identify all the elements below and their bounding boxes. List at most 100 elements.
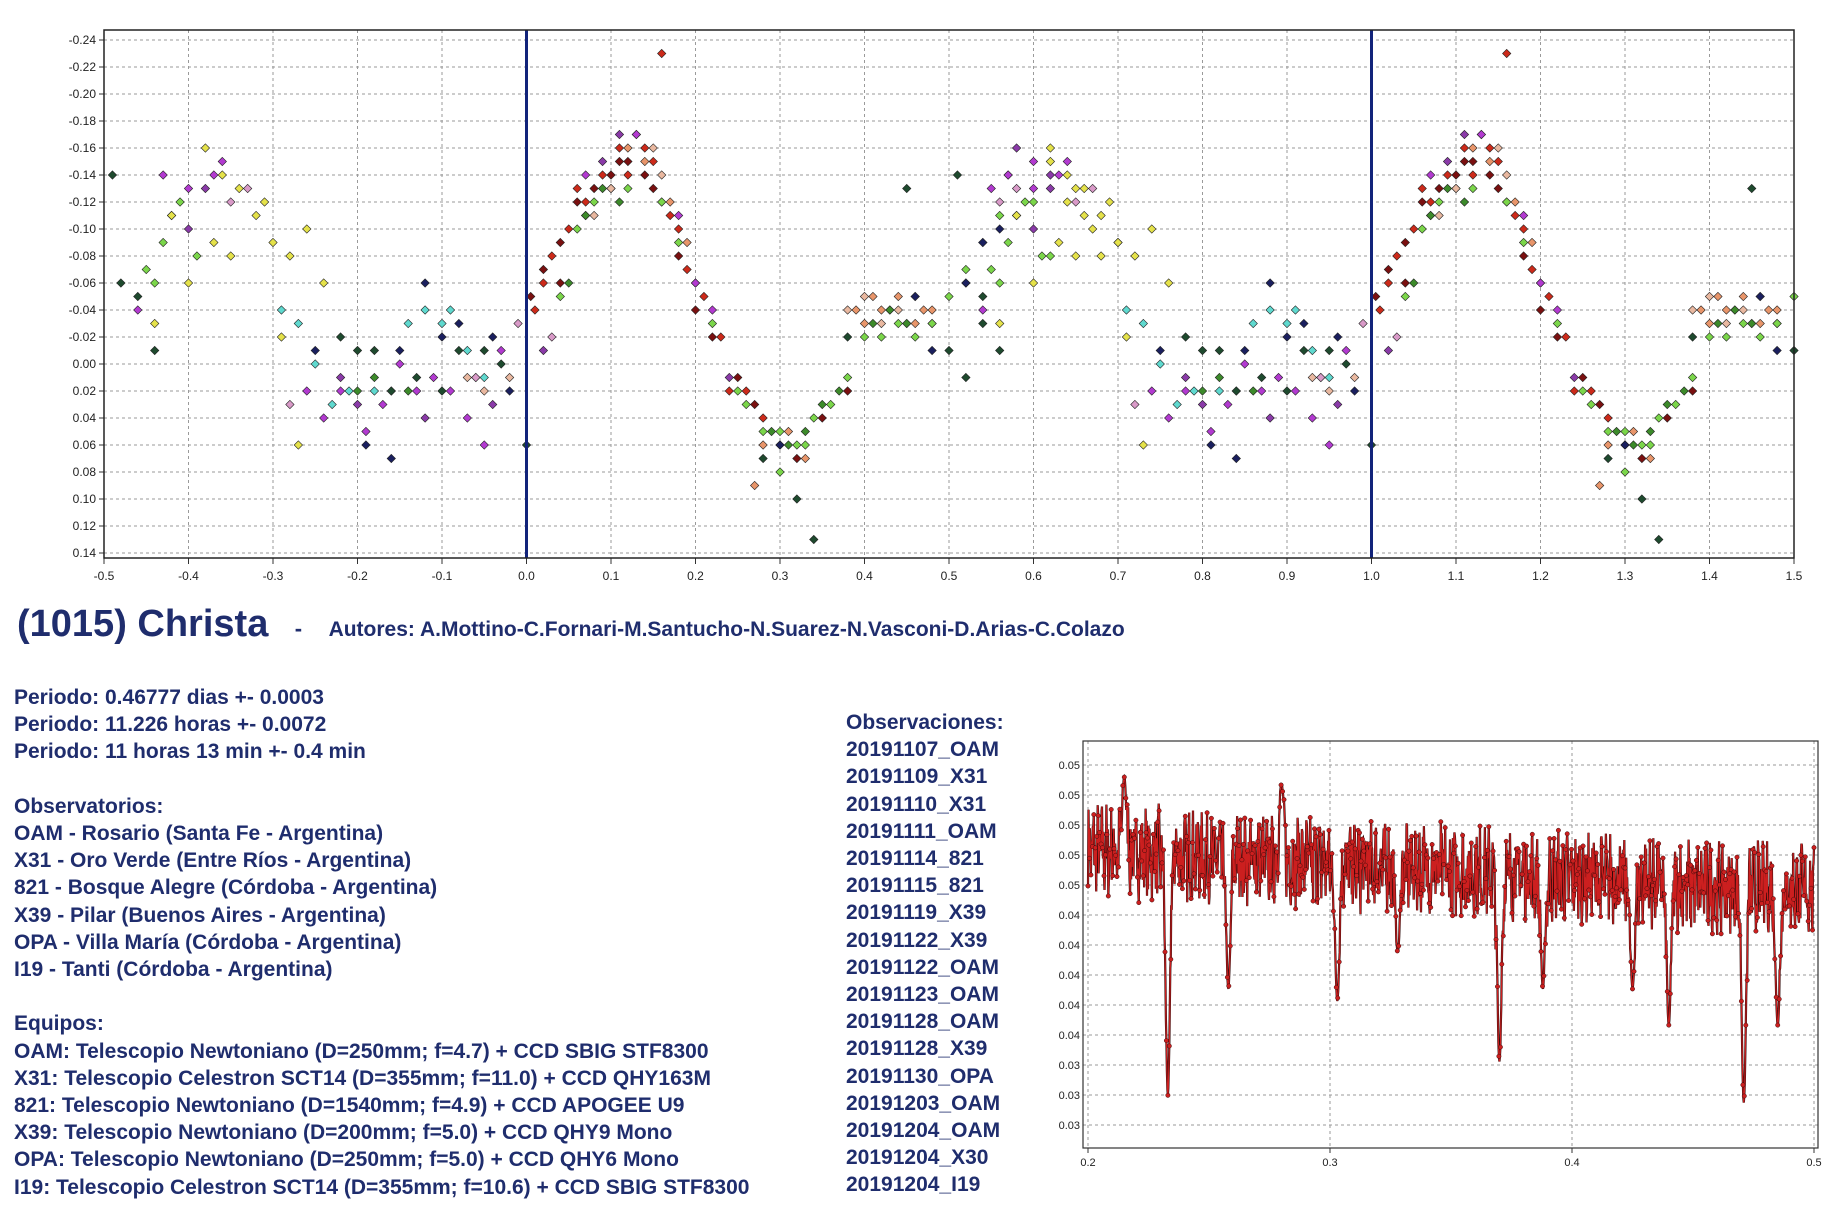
chart-series — [1085, 773, 1817, 1103]
data-point — [226, 197, 236, 207]
data-point — [1738, 305, 1748, 315]
data-point — [285, 399, 295, 410]
data-point — [1332, 926, 1338, 932]
data-point — [1747, 183, 1757, 194]
data-point — [1512, 893, 1518, 899]
data-point — [766, 426, 777, 437]
data-point — [1182, 813, 1188, 819]
data-point — [1095, 813, 1101, 819]
data-point — [1333, 984, 1339, 990]
data-point — [1211, 825, 1217, 831]
data-point — [1640, 919, 1646, 925]
data-point — [589, 210, 599, 221]
data-point — [1326, 827, 1332, 833]
data-point — [1609, 887, 1615, 893]
data-point — [1307, 372, 1317, 383]
data-point — [1764, 305, 1774, 315]
data-point — [1181, 878, 1187, 884]
data-point — [623, 143, 633, 153]
data-point — [614, 197, 625, 207]
data-point — [978, 305, 988, 315]
data-point — [1342, 871, 1348, 877]
data-point — [1184, 834, 1190, 839]
data-point — [1499, 961, 1505, 967]
data-point — [1155, 359, 1165, 369]
data-point — [1259, 826, 1265, 832]
data-point — [1341, 345, 1351, 356]
data-point — [1473, 844, 1479, 849]
data-point — [1631, 968, 1637, 974]
data-point — [1142, 848, 1148, 854]
data-point — [1603, 426, 1613, 437]
data-point — [1219, 874, 1225, 880]
data-point — [1163, 1038, 1169, 1044]
data-point — [1709, 931, 1715, 937]
data-point — [1450, 913, 1455, 919]
data-point — [1306, 850, 1312, 856]
data-point — [1552, 332, 1563, 342]
x-tick-label: 1.0 — [1363, 569, 1380, 583]
data-point — [1704, 332, 1715, 342]
x-tick-label: 0.3 — [1322, 1157, 1337, 1169]
data-point — [1634, 862, 1640, 868]
data-point — [1235, 826, 1241, 831]
data-point — [1493, 156, 1503, 167]
data-point — [1637, 896, 1643, 902]
data-point — [1743, 1022, 1749, 1028]
data-point — [1489, 903, 1495, 909]
data-point — [758, 440, 768, 450]
data-point — [1091, 812, 1097, 818]
data-point — [1738, 998, 1744, 1004]
data-point — [1595, 480, 1605, 491]
data-point — [361, 440, 371, 450]
data-point — [1349, 372, 1360, 383]
data-point — [1407, 838, 1413, 843]
data-point — [581, 197, 591, 207]
data-point — [1673, 856, 1679, 862]
x-tick-label: 0.3 — [772, 569, 789, 583]
data-point — [1257, 386, 1267, 396]
data-point — [614, 129, 625, 140]
data-point — [1509, 910, 1515, 916]
data-point — [1760, 844, 1766, 850]
data-point — [403, 318, 413, 329]
data-point — [572, 197, 582, 207]
y-tick-label: -0.08 — [69, 249, 97, 263]
data-point — [1352, 846, 1358, 852]
data-point — [150, 278, 160, 288]
data-point — [1455, 860, 1461, 866]
data-point — [1124, 802, 1130, 808]
data-point — [1224, 974, 1230, 980]
data-point — [1288, 883, 1294, 889]
observation-item: 20191107_OAM — [846, 738, 999, 762]
data-point — [1603, 440, 1613, 450]
data-point — [386, 386, 396, 396]
data-point — [454, 345, 464, 356]
y-tick-label: 0.12 — [73, 519, 97, 533]
y-tick-label: 0.03 — [1059, 1060, 1080, 1072]
observation-item: 20191204_I19 — [846, 1173, 981, 1197]
data-point — [775, 426, 785, 437]
lightcurve-chart: -0.24-0.22-0.20-0.18-0.16-0.14-0.12-0.10… — [69, 29, 1803, 583]
data-point — [1257, 372, 1267, 383]
data-point — [952, 170, 963, 180]
data-point — [1692, 868, 1698, 874]
data-point — [1576, 866, 1582, 872]
data-point — [775, 440, 785, 450]
data-point — [1214, 386, 1225, 396]
y-tick-label: 0.05 — [1059, 760, 1080, 772]
data-point — [1338, 896, 1344, 902]
data-point — [1468, 156, 1478, 167]
data-point — [581, 170, 591, 180]
data-point — [1045, 170, 1056, 180]
title-separator: - — [294, 616, 303, 641]
x-tick-label: -0.1 — [432, 569, 453, 583]
data-point — [1718, 931, 1724, 937]
data-point — [1791, 896, 1797, 902]
data-point — [1406, 848, 1412, 854]
data-point — [1158, 884, 1164, 890]
data-point — [707, 332, 718, 342]
data-point — [1570, 858, 1576, 864]
data-point — [1117, 806, 1123, 812]
data-point — [1585, 868, 1590, 874]
